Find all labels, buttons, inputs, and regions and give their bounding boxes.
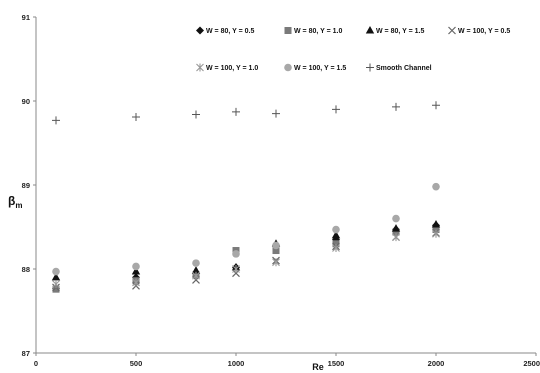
series-3 xyxy=(52,228,440,292)
data-point xyxy=(52,280,60,289)
data-point xyxy=(391,224,401,232)
series-5 xyxy=(52,182,440,276)
plot-points xyxy=(51,101,441,293)
data-point xyxy=(232,265,240,273)
y-tick-label: 87 xyxy=(22,349,30,358)
data-point xyxy=(392,228,400,236)
legend-label: W = 80, Y = 1.0 xyxy=(294,28,342,35)
series-4 xyxy=(52,229,440,289)
data-point xyxy=(192,259,200,267)
legend-item: W = 100, Y = 1.0 xyxy=(196,63,258,72)
data-point xyxy=(232,250,240,258)
data-point xyxy=(132,278,140,287)
data-point xyxy=(392,102,400,111)
data-point xyxy=(332,240,340,248)
x-tick-label: 2000 xyxy=(428,359,445,368)
legend-marker xyxy=(365,26,375,34)
x-tick-label: 0 xyxy=(34,359,38,368)
data-point xyxy=(332,225,340,234)
data-point xyxy=(272,109,280,118)
legend-item: W = 80, Y = 1.5 xyxy=(365,26,424,35)
data-point xyxy=(191,266,201,274)
series-1 xyxy=(52,226,440,293)
data-point xyxy=(52,285,60,293)
legend-item: W = 80, Y = 1.0 xyxy=(284,27,342,35)
data-point xyxy=(192,271,200,280)
data-point xyxy=(431,219,441,228)
legend-label: W = 100, Y = 0.5 xyxy=(458,28,510,35)
legend: W = 80, Y = 0.5 W = 80, Y = 1.0 W = 80, Y … xyxy=(196,26,510,72)
y-axis-title: βm xyxy=(8,194,22,210)
data-point xyxy=(332,105,340,114)
data-point xyxy=(272,241,280,250)
legend-marker xyxy=(196,63,204,72)
data-point xyxy=(232,107,240,116)
legend-item: W = 100, Y = 0.5 xyxy=(448,26,510,35)
y-tick-label: 91 xyxy=(22,13,30,22)
data-point xyxy=(131,267,141,275)
legend-item: W = 80, Y = 0.5 xyxy=(196,26,254,35)
data-point xyxy=(272,247,280,255)
legend-marker xyxy=(284,63,292,72)
data-point xyxy=(392,214,400,223)
data-point xyxy=(132,112,140,121)
data-point xyxy=(132,262,140,271)
legend-marker xyxy=(196,26,204,35)
x-tick-label: 1000 xyxy=(228,359,245,368)
legend-label: Smooth Channel xyxy=(376,65,432,72)
y-axis-title-subscript: m xyxy=(15,201,22,210)
series-0 xyxy=(52,221,440,293)
axes: 87 88 89 90 91 0 500 1000 1500 2000 2500 Re βm xyxy=(8,13,540,372)
legend-item: Smooth Channel xyxy=(366,63,432,72)
data-point xyxy=(331,230,341,239)
data-point xyxy=(51,272,61,281)
legend-label: W = 80, Y = 0.5 xyxy=(206,28,254,35)
x-tick-label: 500 xyxy=(130,359,143,368)
y-tick-label: 89 xyxy=(22,181,30,190)
legend-label: W = 100, Y = 1.0 xyxy=(206,65,258,72)
data-point xyxy=(332,244,340,252)
legend-label: W = 100, Y = 1.5 xyxy=(294,65,346,72)
legend-marker xyxy=(448,26,456,35)
legend-marker xyxy=(284,27,292,34)
x-tick-label: 2500 xyxy=(523,359,540,368)
data-point xyxy=(392,233,400,242)
data-point xyxy=(432,182,440,191)
data-point xyxy=(52,267,60,276)
data-point xyxy=(52,116,60,125)
legend-item: W = 100, Y = 1.5 xyxy=(284,63,346,72)
data-point xyxy=(192,110,200,119)
data-point xyxy=(272,258,280,267)
data-point xyxy=(432,101,440,110)
y-axis-title-symbol: β xyxy=(8,194,15,208)
x-tick-label: 1500 xyxy=(328,359,345,368)
y-tick-label: 88 xyxy=(22,265,30,274)
legend-marker xyxy=(366,63,374,72)
legend-label: W = 80, Y = 1.5 xyxy=(376,28,424,35)
x-axis-title: Re xyxy=(312,362,324,372)
data-point xyxy=(432,226,440,234)
y-tick-label: 90 xyxy=(22,97,30,106)
series-2 xyxy=(51,219,441,281)
data-point xyxy=(432,229,440,238)
series-6 xyxy=(52,101,440,125)
